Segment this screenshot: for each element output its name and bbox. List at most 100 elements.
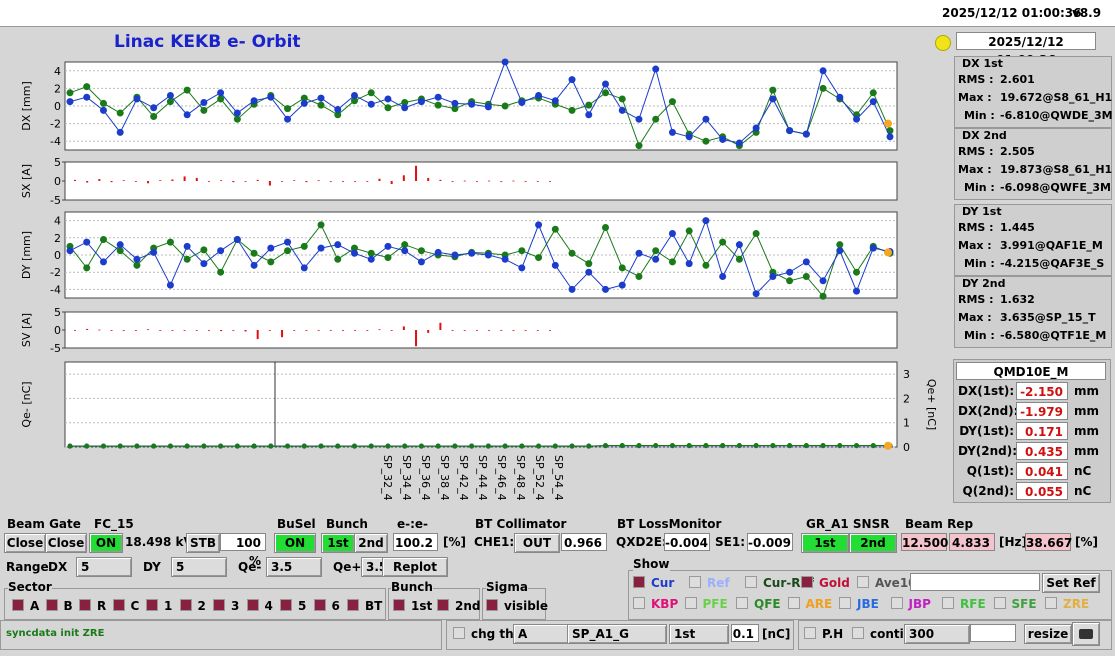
button[interactable]: 1st	[321, 533, 355, 553]
button[interactable]: 2nd	[354, 533, 388, 553]
x-tick-label: SP_34_4	[400, 455, 413, 501]
checkbox[interactable]: KBP	[633, 597, 678, 611]
point	[568, 76, 576, 84]
value: -0.004	[664, 533, 710, 551]
point	[535, 254, 543, 262]
checkbox[interactable]: R	[79, 599, 106, 613]
checkbox[interactable]: Ave10	[857, 576, 917, 590]
button[interactable]: Close	[4, 533, 46, 553]
point	[284, 247, 292, 255]
monitor-value: -2.150	[1016, 382, 1068, 400]
checkbox[interactable]: JBP	[890, 597, 931, 611]
point	[116, 128, 124, 136]
bar	[415, 165, 418, 181]
bar	[293, 330, 296, 331]
bar	[268, 181, 271, 186]
checkbox[interactable]: Cur	[633, 576, 674, 590]
checkbox[interactable]: RFE	[942, 597, 986, 611]
checkbox[interactable]: BT	[347, 599, 382, 613]
button[interactable]: STB	[186, 533, 220, 553]
checkbox[interactable]: 6	[313, 599, 340, 613]
input[interactable]	[970, 624, 1016, 642]
point	[518, 264, 526, 272]
point	[635, 142, 643, 150]
checkbox[interactable]: 1	[146, 599, 172, 613]
point	[468, 100, 476, 108]
point	[367, 255, 375, 263]
checkbox[interactable]: 2nd	[437, 599, 480, 613]
dropdown[interactable]: SP_A1_G	[567, 624, 667, 644]
monitor-unit: nC	[1074, 464, 1092, 478]
checkbox[interactable]: conti	[852, 627, 904, 641]
x-tick-label: SP_44_4	[476, 455, 489, 501]
bar	[98, 329, 101, 331]
point	[719, 238, 727, 246]
point	[151, 443, 157, 449]
checkbox[interactable]: 2	[179, 599, 206, 613]
point	[217, 268, 225, 276]
point	[668, 230, 676, 237]
bar	[147, 329, 150, 331]
button[interactable]: 1st	[801, 533, 849, 553]
checkbox[interactable]: PFE	[684, 597, 728, 611]
y-axis-label: Qe- [nC]	[20, 381, 33, 427]
bar	[171, 330, 174, 331]
checkbox[interactable]: 4	[246, 599, 273, 613]
dropdown[interactable]: 3.5	[266, 557, 322, 577]
checkbox[interactable]: C	[112, 599, 139, 613]
checkbox[interactable]: A	[12, 599, 39, 613]
bar	[341, 181, 344, 182]
input[interactable]: 0.1	[731, 624, 759, 642]
checkbox[interactable]: Gold	[801, 576, 850, 590]
button[interactable]: Set Ref	[1042, 573, 1100, 593]
point	[820, 443, 826, 449]
checkbox[interactable]: SFE	[993, 597, 1037, 611]
button[interactable]: ON	[89, 533, 123, 553]
checkbox[interactable]: P.H	[804, 627, 843, 641]
y-axis-label: SV [A]	[20, 313, 33, 347]
stats-box	[954, 276, 1112, 348]
point	[869, 98, 877, 106]
checkbox[interactable]: 3	[213, 599, 239, 613]
point	[668, 98, 676, 106]
point	[166, 91, 174, 99]
checkbox[interactable]: B	[45, 599, 73, 613]
bar	[439, 322, 442, 330]
group	[798, 620, 1112, 650]
point	[551, 261, 559, 269]
checkbox[interactable]: visible	[486, 599, 548, 613]
point	[351, 443, 357, 449]
checkbox[interactable]: chg th	[453, 627, 514, 641]
checkbox[interactable]: ZRE	[1045, 597, 1089, 611]
checkbox[interactable]: 1st	[393, 599, 432, 613]
button[interactable]: ON	[274, 533, 316, 553]
checkbox[interactable]: JBE	[839, 597, 879, 611]
dropdown[interactable]: 5	[171, 557, 227, 577]
checkbox[interactable]: ARE	[787, 597, 832, 611]
point	[267, 258, 275, 266]
point	[284, 105, 292, 113]
bar	[463, 330, 466, 331]
button[interactable]: 2nd	[849, 533, 897, 553]
button[interactable]: Close	[45, 533, 87, 553]
button[interactable]: Replot	[382, 557, 448, 577]
selected-point	[884, 441, 892, 450]
dropdown[interactable]: 1st	[669, 624, 729, 644]
value: 38.667	[1025, 533, 1072, 551]
dropdown[interactable]: A	[513, 624, 569, 644]
checkbox[interactable]: Ref	[689, 576, 730, 590]
button[interactable]: OUT	[514, 533, 560, 553]
status-lamp	[935, 35, 951, 51]
input[interactable]	[910, 573, 1040, 591]
y-tick-label: -4	[50, 283, 61, 296]
checkbox[interactable]: QFE	[736, 597, 781, 611]
camera-button[interactable]	[1072, 622, 1100, 646]
label: JBP	[908, 597, 931, 611]
label: DX	[48, 560, 68, 574]
checkbox[interactable]: 5	[280, 599, 306, 613]
dropdown[interactable]: 5	[76, 557, 132, 577]
bar	[183, 330, 186, 331]
label: FC_15	[94, 517, 134, 531]
button[interactable]: resize	[1024, 624, 1072, 644]
dropdown[interactable]: 300	[904, 624, 970, 644]
